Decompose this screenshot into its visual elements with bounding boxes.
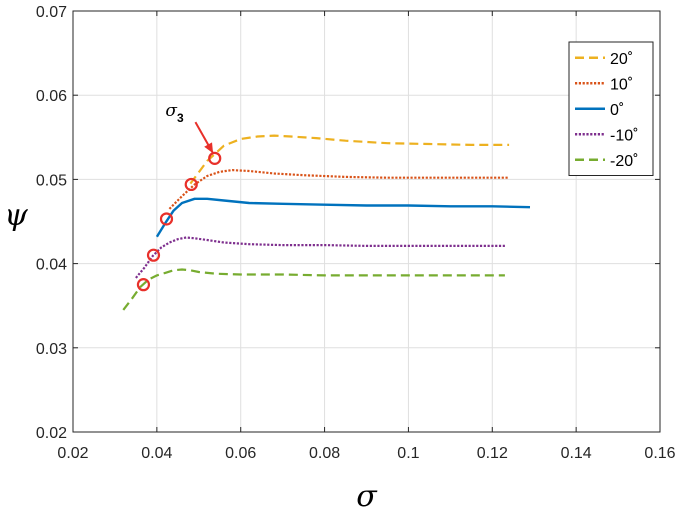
sigma3-marker <box>208 151 222 165</box>
legend: 20˚ 10˚ 0˚ -10˚ -20˚ <box>568 41 654 176</box>
sigma3-marker <box>146 248 161 262</box>
legend-label-2: 0˚ <box>610 102 624 119</box>
sigma3-marker <box>136 278 151 292</box>
plot-frame <box>72 10 661 433</box>
sigma3-marker <box>159 212 174 226</box>
legend-label-4: -20˚ <box>610 153 638 170</box>
y-tick-label: 0.06 <box>36 88 67 105</box>
series-line-0 <box>189 134 510 185</box>
y-tick-label: 0.04 <box>36 257 67 274</box>
x-tick-label: 0.14 <box>561 445 592 462</box>
y-tick-label: 0.07 <box>36 4 67 21</box>
series-group <box>122 134 531 311</box>
marker-group <box>136 151 222 292</box>
annotation-arrowhead <box>204 142 214 154</box>
legend-label-3: -10˚ <box>610 127 638 144</box>
x-tick-label: 0.1 <box>397 445 419 462</box>
tick-group: 0.02 0.04 0.06 0.08 0.1 0.12 0.14 0.16 0.02 0.03 0… <box>36 4 676 462</box>
series-line-2 <box>155 197 531 238</box>
x-tick-label: 0.06 <box>225 445 256 462</box>
x-tick-label: 0.04 <box>141 445 172 462</box>
series-line-4 <box>122 268 505 311</box>
x-tick-label: 0.16 <box>644 445 675 462</box>
legend-label-0: 20˚ <box>610 51 633 68</box>
y-tick-label: 0.02 <box>36 425 67 442</box>
y-tick-label: 0.03 <box>36 341 67 358</box>
y-axis-title: ψ <box>4 198 28 233</box>
annotation: σ3 <box>165 101 214 154</box>
y-tick-label: 0.05 <box>36 172 67 189</box>
x-tick-label: 0.02 <box>57 445 88 462</box>
x-tick-label: 0.12 <box>477 445 508 462</box>
sigma3-marker <box>184 177 198 192</box>
series-line-3 <box>135 236 505 279</box>
x-axis-title: σ <box>356 479 378 511</box>
annotation-label: σ3 <box>165 101 184 125</box>
legend-label-1: 10˚ <box>610 76 633 93</box>
x-tick-label: 0.08 <box>309 445 340 462</box>
series-line-1 <box>168 169 510 210</box>
